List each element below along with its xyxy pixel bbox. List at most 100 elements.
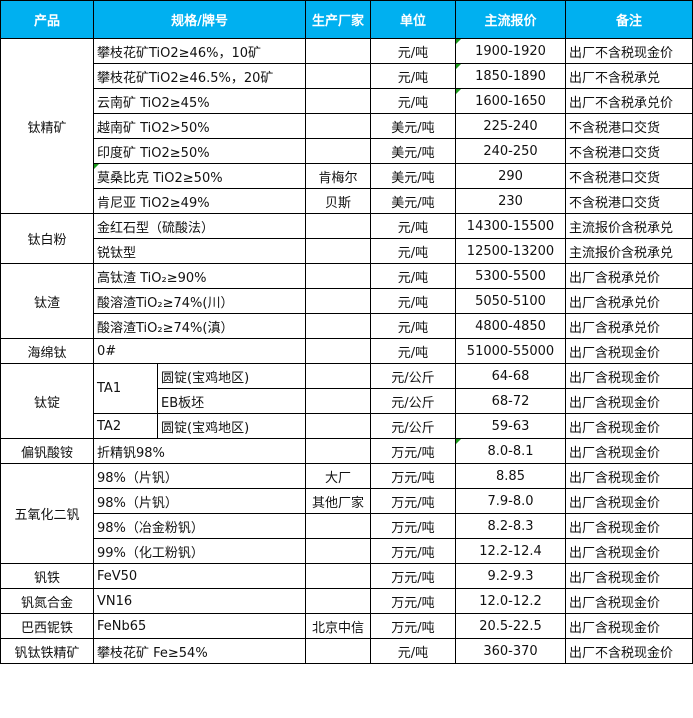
maker-cell (305, 588, 371, 614)
maker-cell (305, 213, 371, 239)
table-row: 巴西铌铁 FeNb65 北京中信 万元/吨 20.5-22.5 出厂含税现金价 (0, 613, 693, 639)
spec-cell: 金红石型（硫酸法） (93, 213, 306, 239)
price-cell: 5300-5500 (455, 263, 566, 289)
table-row: 钒铁 FeV50 万元/吨 9.2-9.3 出厂含税现金价 (0, 563, 693, 589)
price-cell: 360-370 (455, 638, 566, 664)
table-row: 99%（化工粉钒） 万元/吨 12.2-12.4 出厂含税现金价 (1, 538, 693, 564)
table-row: 海绵钛 0# 元/吨 51000-55000 出厂含税现金价 (0, 338, 693, 364)
maker-cell (305, 538, 371, 564)
unit-cell: 美元/吨 (370, 188, 456, 214)
spec-cell: 攀枝花矿TiO2≥46%，10矿 (93, 38, 306, 64)
price-cell: 51000-55000 (455, 338, 566, 364)
maker-cell (305, 238, 371, 264)
table-row: 酸溶渣TiO₂≥74%(川） 元/吨 5050-5100 出厂含税承兑价 (1, 288, 693, 314)
note-cell: 出厂含税现金价 (565, 363, 693, 389)
price-cell: 7.9-8.0 (455, 488, 566, 514)
header-unit: 单位 (370, 0, 456, 39)
note-cell: 出厂含税现金价 (565, 488, 693, 514)
maker-cell (305, 413, 371, 439)
note-cell: 出厂含税现金价 (565, 538, 693, 564)
table-row: 锐钛型 元/吨 12500-13200 主流报价含税承兑 (1, 238, 693, 264)
maker-cell (305, 438, 371, 464)
table-row: 印度矿 TiO2≥50% 美元/吨 240-250 不含税港口交货 (1, 138, 693, 164)
price-cell: 64-68 (455, 363, 566, 389)
unit-cell: 美元/吨 (370, 113, 456, 139)
spec-cell: 云南矿 TiO2≥45% (93, 88, 306, 114)
maker-cell (305, 313, 371, 339)
spec-cell: 莫桑比克 TiO2≥50% (93, 163, 306, 189)
table-body: 钛精矿 攀枝花矿TiO2≥46%，10矿 元/吨 1900-1920 出厂不含税现金价攀… (0, 38, 693, 664)
product-cell: 钒铁 (0, 563, 94, 589)
unit-cell: 万元/吨 (370, 613, 456, 639)
product-cell: 钒氮合金 (0, 588, 94, 614)
product-cell: 钛精矿 (0, 38, 94, 214)
maker-cell (305, 88, 371, 114)
maker-cell: 贝斯 (305, 188, 371, 214)
unit-cell: 万元/吨 (370, 488, 456, 514)
table-row: 钒氮合金 VN16 万元/吨 12.0-12.2 出厂含税现金价 (0, 588, 693, 614)
price-table: 产品 规格/牌号 生产厂家 单位 主流报价 备注 钛精矿 攀枝花矿TiO2≥46%… (0, 0, 693, 664)
header-product: 产品 (0, 0, 94, 39)
price-cell: 8.0-8.1 (455, 438, 566, 464)
price-cell: 1900-1920 (455, 38, 566, 64)
price-cell: 8.85 (455, 463, 566, 489)
table-row: 98%（冶金粉钒） 万元/吨 8.2-8.3 出厂含税现金价 (1, 513, 693, 539)
table-row: 攀枝花矿TiO2≥46.5%，20矿 元/吨 1850-1890 出厂不含税承兑 (1, 63, 693, 89)
unit-cell: 元/吨 (370, 338, 456, 364)
product-cell: 钛白粉 (0, 213, 94, 264)
table-row: 五氧化二钒 98%（片钒） 大厂 万元/吨 8.85 出厂含税现金价 (0, 463, 693, 564)
unit-cell: 美元/吨 (370, 163, 456, 189)
note-cell: 出厂含税现金价 (565, 563, 693, 589)
product-cell: 钛锭 (0, 363, 94, 439)
spec-cell: EB板坯 (157, 388, 306, 414)
table-row: 钒钛铁精矿 攀枝花矿 Fe≥54% 元/吨 360-370 出厂不含税现金价 (0, 638, 693, 664)
note-cell: 出厂含税承兑价 (565, 263, 693, 289)
note-cell: 出厂含税承兑价 (565, 313, 693, 339)
unit-cell: 万元/吨 (370, 463, 456, 489)
note-cell: 不含税港口交货 (565, 188, 693, 214)
spec-cell: 98%（片钒） (93, 488, 306, 514)
maker-cell (305, 63, 371, 89)
table-row: 钛渣 高钛渣 TiO₂≥90% 元/吨 5300-5500 出厂含税承兑价 (0, 263, 693, 339)
maker-cell (305, 288, 371, 314)
table-row: 钛白粉 金红石型（硫酸法） 元/吨 14300-15500 主流报价含税承兑 (0, 213, 693, 264)
note-cell: 不含税港口交货 (565, 113, 693, 139)
table-row: 偏钒酸铵 折精钒98% 万元/吨 8.0-8.1 出厂含税现金价 (0, 438, 693, 464)
unit-cell: 元/吨 (370, 63, 456, 89)
product-cell: 巴西铌铁 (0, 613, 94, 639)
table-row: 肯尼亚 TiO2≥49% 贝斯 美元/吨 230 不含税港口交货 (1, 188, 693, 214)
unit-cell: 万元/吨 (370, 438, 456, 464)
spec-cell: 攀枝花矿 Fe≥54% (93, 638, 306, 664)
spec-cell: 99%（化工粉钒） (93, 538, 306, 564)
price-cell: 8.2-8.3 (455, 513, 566, 539)
price-cell: 4800-4850 (455, 313, 566, 339)
maker-cell (305, 263, 371, 289)
grade-cell: TA2 (93, 413, 158, 439)
spec-cell: 锐钛型 (93, 238, 306, 264)
product-cell: 偏钒酸铵 (0, 438, 94, 464)
unit-cell: 元/吨 (370, 313, 456, 339)
price-cell: 20.5-22.5 (455, 613, 566, 639)
note-cell: 出厂含税现金价 (565, 613, 693, 639)
note-cell: 主流报价含税承兑 (565, 238, 693, 264)
maker-cell (305, 38, 371, 64)
maker-cell (305, 513, 371, 539)
maker-cell (305, 338, 371, 364)
note-cell: 出厂含税现金价 (565, 388, 693, 414)
unit-cell: 元/吨 (370, 38, 456, 64)
table-row: 98%（片钒） 其他厂家 万元/吨 7.9-8.0 出厂含税现金价 (1, 488, 693, 514)
price-cell: 1850-1890 (455, 63, 566, 89)
unit-cell: 元/公斤 (370, 413, 456, 439)
table-row: 云南矿 TiO2≥45% 元/吨 1600-1650 出厂不含税承兑价 (1, 88, 693, 114)
unit-cell: 元/吨 (370, 263, 456, 289)
maker-cell: 北京中信 (305, 613, 371, 639)
unit-cell: 元/公斤 (370, 363, 456, 389)
unit-cell: 万元/吨 (370, 538, 456, 564)
spec-cell: 酸溶渣TiO₂≥74%(滇） (93, 313, 306, 339)
unit-cell: 万元/吨 (370, 513, 456, 539)
spec-cell: 高钛渣 TiO₂≥90% (93, 263, 306, 289)
maker-cell (305, 138, 371, 164)
spec-cell: FeNb65 (93, 613, 306, 639)
unit-cell: 万元/吨 (370, 563, 456, 589)
price-cell: 240-250 (455, 138, 566, 164)
